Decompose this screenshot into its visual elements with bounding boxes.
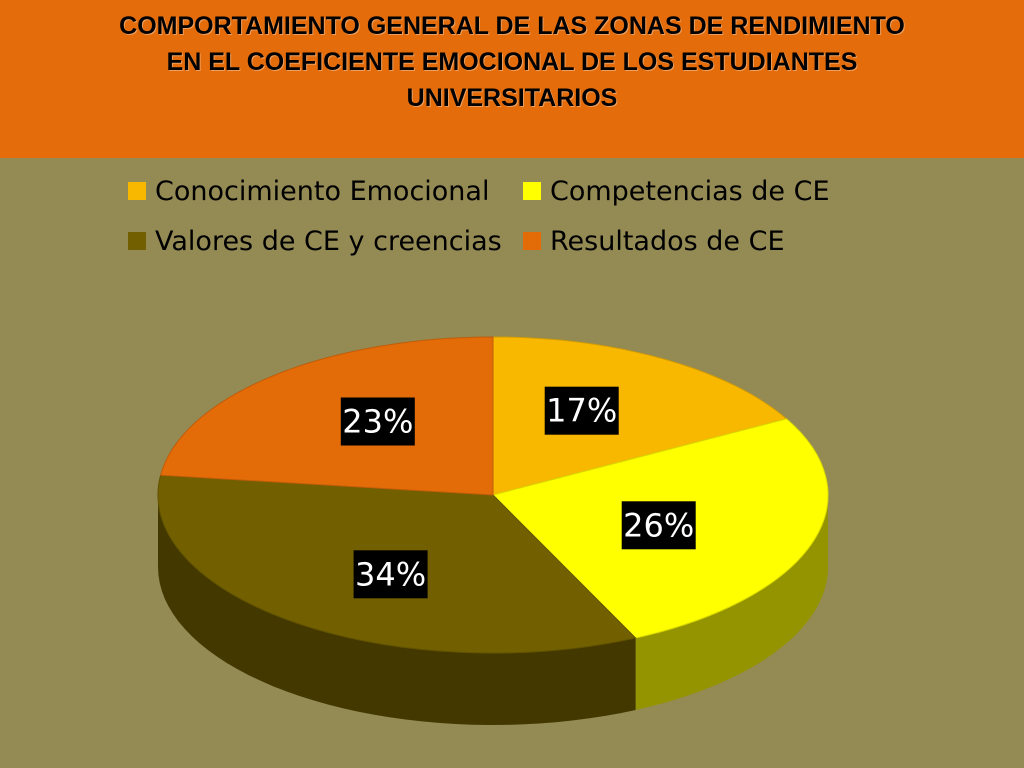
legend-item-valores: Valores de CE y creencias [128, 218, 523, 264]
pie-top [157, 336, 829, 654]
data-label-text-conocimiento: 17% [546, 392, 617, 430]
chart-title-line-3: UNIVERSITARIOS [406, 84, 618, 112]
chart-title-line-1: COMPORTAMIENTO GENERAL DE LAS ZONAS DE R… [119, 12, 905, 40]
data-label-conocimiento: 17% [544, 386, 619, 435]
legend-label-competencias: Competencias de CE [550, 175, 830, 207]
slice-side-valores [158, 495, 636, 725]
data-label-box-competencias [621, 501, 696, 550]
legend-swatch-conocimiento [128, 182, 146, 200]
chart-title: COMPORTAMIENTO GENERAL DE LAS ZONAS DE R… [119, 8, 905, 116]
legend-label-valores: Valores de CE y creencias [155, 225, 502, 257]
data-label-box-resultados [340, 397, 415, 446]
legend-item-resultados: Resultados de CE [523, 218, 863, 264]
data-labels: 17% 26% 34% 23% [340, 386, 696, 599]
legend-swatch-resultados [523, 232, 541, 250]
data-label-text-resultados: 23% [342, 403, 413, 441]
data-label-box-valores [353, 550, 428, 599]
slice-side-competencias [635, 495, 828, 710]
legend-swatch-competencias [523, 182, 541, 200]
data-label-text-competencias: 26% [623, 506, 694, 544]
data-label-valores: 34% [353, 550, 428, 599]
chart-legend: Conocimiento Emocional Competencias de C… [128, 168, 863, 264]
legend-swatch-valores [128, 232, 146, 250]
legend-label-resultados: Resultados de CE [550, 225, 785, 257]
title-band: COMPORTAMIENTO GENERAL DE LAS ZONAS DE R… [0, 0, 1024, 158]
legend-item-conocimiento: Conocimiento Emocional [128, 168, 523, 214]
slice-conocimiento [492, 336, 788, 496]
pie-sides [158, 495, 828, 725]
data-label-box-conocimiento [544, 386, 619, 435]
data-label-resultados: 23% [340, 397, 415, 446]
legend-label-conocimiento: Conocimiento Emocional [155, 175, 490, 207]
slice-resultados [159, 336, 494, 496]
data-label-text-valores: 34% [355, 555, 426, 593]
data-label-competencias: 26% [621, 501, 696, 550]
chart-title-line-2: EN EL COEFICIENTE EMOCIONAL DE LOS ESTUD… [166, 48, 858, 76]
legend-item-competencias: Competencias de CE [523, 168, 863, 214]
